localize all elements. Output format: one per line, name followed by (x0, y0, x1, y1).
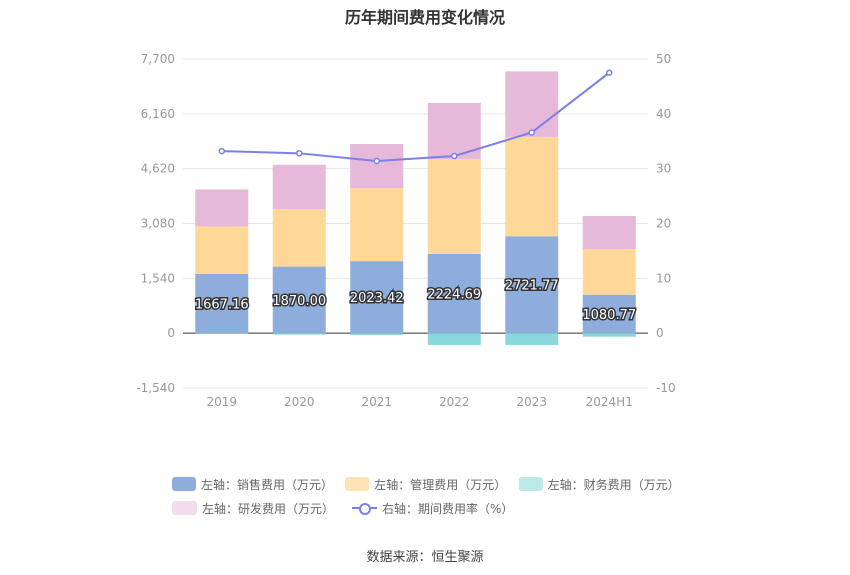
bar-segment (272, 209, 326, 267)
chart-title: 历年期间费用变化情况 (344, 8, 505, 27)
bar-segment (582, 249, 636, 295)
bar-segment (505, 71, 559, 137)
bar-data-label: 1667.16 (195, 297, 249, 312)
legend-label-finance: 左轴：财务费用（万元） (547, 477, 680, 492)
legend-swatch-sales (172, 477, 196, 491)
bar-data-label: 1870.00 (272, 294, 326, 309)
bar-data-label: 2224.69 (427, 288, 481, 303)
bar-segment-negative (427, 333, 481, 345)
bar-segment (350, 143, 404, 189)
left-tick-label: 4,620 (141, 162, 175, 176)
bar-data-label: 2023.42 (350, 291, 404, 306)
expense-rate-point (218, 147, 225, 155)
right-tick-label: 0 (656, 326, 664, 340)
legend-swatch-finance (518, 477, 543, 491)
left-tick-label: 7,700 (141, 52, 175, 66)
legend-item-expense-rate[interactable]: 右轴：期间费用率（%） (352, 500, 513, 517)
left-tick-label: -1,540 (136, 381, 175, 395)
x-tick-label: 2023 (516, 395, 547, 409)
right-tick-label: 50 (656, 52, 671, 66)
bar-segment (272, 266, 326, 334)
left-tick-label: 6,160 (141, 107, 175, 121)
legend-label-sales: 左轴：销售费用（万元） (200, 477, 333, 492)
legend-item-admin[interactable]: 左轴：管理费用（万元） (345, 476, 507, 493)
bar-segment (427, 253, 481, 334)
bar-segment (582, 215, 636, 250)
bar-segment-negative (272, 333, 326, 335)
left-tick-label: 1,540 (141, 271, 175, 285)
right-tick-label: 10 (656, 271, 671, 285)
bar-data-label: 1080.77 (582, 308, 636, 323)
x-tick-label: 2020 (284, 395, 315, 409)
legend-swatch-rnd (172, 501, 197, 515)
expense-rate-point (296, 150, 303, 157)
expense-rate-point (606, 69, 613, 76)
legend-swatch-expense-rate (352, 501, 378, 515)
bar-segment (350, 188, 404, 262)
bar-segment (582, 294, 636, 334)
x-tick-label: 2021 (361, 395, 392, 409)
right-tick-label: -10 (656, 381, 676, 395)
expense-rate-line (221, 71, 610, 162)
legend-label-rnd: 左轴：研发费用（万元） (202, 501, 335, 516)
legend-label-expense-rate: 右轴：期间费用率（%） (382, 501, 514, 516)
bar-segment (272, 164, 326, 210)
bar-segment-negative (350, 333, 404, 335)
x-tick-label: 2022 (439, 395, 470, 409)
right-tick-label: 20 (656, 217, 671, 231)
legend: 左轴：销售费用（万元） 左轴：管理费用（万元） 左轴：财务费用（万元） 左轴：研… (172, 472, 692, 520)
expense-rate-point (451, 152, 458, 160)
legend-item-rnd[interactable]: 左轴：研发费用（万元） (172, 500, 334, 517)
data-source: 数据来源：恒生聚源 (366, 550, 484, 565)
left-tick-label: 0 (167, 326, 175, 340)
legend-swatch-admin (345, 477, 370, 491)
bar-segment (505, 136, 559, 237)
right-tick-label: 30 (656, 162, 671, 176)
bar-segment-negative (195, 333, 249, 334)
bar-segment-negative (582, 333, 636, 337)
bar-segment (195, 189, 249, 227)
bar-data-label: 2721.77 (505, 279, 559, 294)
x-tick-label: 2019 (206, 395, 237, 409)
left-tick-label: 3,080 (141, 217, 175, 231)
bar-segment (195, 273, 249, 334)
bar-segment (427, 159, 481, 254)
expense-rate-point (373, 157, 380, 165)
right-tick-label: 40 (656, 107, 671, 121)
legend-item-sales[interactable]: 左轴：销售费用（万元） (172, 476, 333, 493)
legend-label-admin: 左轴：管理费用（万元） (374, 477, 507, 492)
bar-segment-negative (505, 333, 559, 345)
expense-rate-point (528, 129, 535, 136)
x-tick-label: 2024H1 (586, 395, 633, 409)
bar-segment (350, 261, 404, 334)
legend-item-finance[interactable]: 左轴：财务费用（万元） (518, 476, 680, 493)
bar-segment (505, 236, 559, 334)
bar-segment (195, 226, 249, 274)
